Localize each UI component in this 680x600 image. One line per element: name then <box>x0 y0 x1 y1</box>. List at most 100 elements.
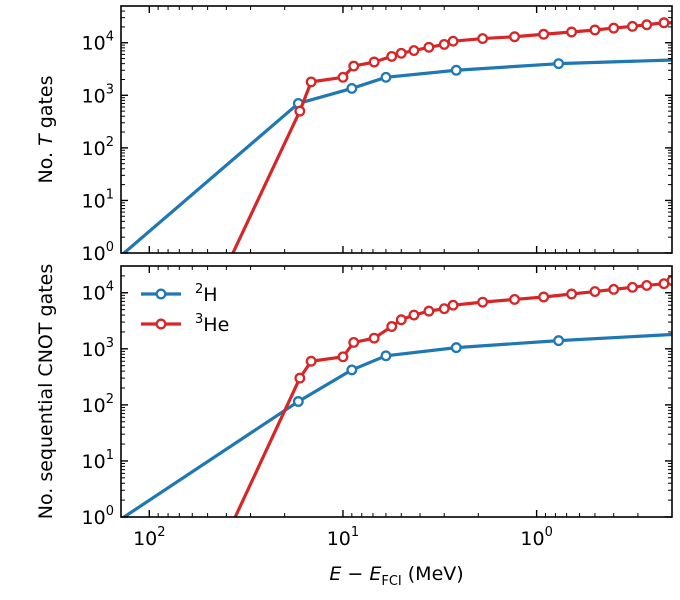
top-y-axis-label: No. T gates <box>35 76 57 184</box>
xtick-exponent: 1 <box>351 525 359 540</box>
top-marker-3he-6 <box>395 47 407 59</box>
bottom-x-axis-label: E − EFCI (MeV) <box>329 563 463 589</box>
top-marker-3he-17 <box>627 20 638 32</box>
bottom-marker-3he-6 <box>395 314 407 326</box>
xlabel-suffix: (MeV) <box>402 563 464 585</box>
bottom-marker-2h-2 <box>380 350 392 362</box>
ylabel-prefix: No. <box>35 146 57 184</box>
top-ytick-label: 102 <box>82 135 114 160</box>
bottom-marker-3he-17 <box>627 281 638 293</box>
top-ytick-label: 104 <box>82 30 114 55</box>
ytick-base: 10 <box>82 138 106 160</box>
bottom-marker-2h-3 <box>450 342 462 354</box>
bottom-marker-2h-0 <box>292 396 304 407</box>
bottom-y-axis-label: No. sequential CNOT gates <box>35 264 57 520</box>
legend-marker-h <box>155 288 167 300</box>
top-series-line-3he <box>231 21 672 253</box>
top-marker-3he-1 <box>305 76 317 88</box>
top-marker-3he-13 <box>538 28 550 40</box>
top-marker-3he-16 <box>608 22 620 34</box>
top-ytick-label: 100 <box>82 240 114 265</box>
legend-label-h: 2H <box>195 282 218 306</box>
ytick-exponent: 3 <box>106 336 114 351</box>
xlabel-subscript: FCI <box>381 574 401 589</box>
ytick-base: 10 <box>82 451 106 473</box>
top-marker-3he-3 <box>348 60 360 72</box>
legend-text: He <box>203 314 229 336</box>
top-marker-3he-2 <box>337 71 349 83</box>
xlabel-text: − <box>341 563 369 585</box>
legend-superscript: 3 <box>195 312 203 327</box>
bottom-ytick-label: 102 <box>82 392 114 417</box>
top-marker-2h-4 <box>553 58 565 70</box>
top-marker-3he-19 <box>658 17 670 29</box>
legend-marker-he <box>155 318 167 330</box>
bottom-xtick-label: 101 <box>327 525 359 550</box>
ytick-exponent: 2 <box>106 392 114 407</box>
ytick-base: 10 <box>82 190 106 212</box>
top-plot-area <box>123 17 672 253</box>
ytick-base: 10 <box>82 395 106 417</box>
top-marker-3he-0 <box>294 105 306 117</box>
bottom-marker-3he-7 <box>408 309 420 321</box>
ytick-exponent: 0 <box>106 504 114 519</box>
xtick-exponent: 2 <box>157 525 165 540</box>
xtick-base: 10 <box>133 528 157 550</box>
bottom-marker-3he-8 <box>423 305 435 317</box>
ytick-base: 10 <box>82 507 106 529</box>
top-ytick-label: 103 <box>82 82 114 107</box>
bottom-marker-3he-16 <box>608 283 620 295</box>
bottom-marker-3he-11 <box>477 296 489 308</box>
top-marker-2h-3 <box>450 64 462 76</box>
bottom-marker-2h-4 <box>553 335 565 347</box>
bottom-marker-3he-18 <box>641 279 653 291</box>
bottom-plot-area <box>123 275 672 517</box>
ytick-base: 10 <box>82 283 106 305</box>
ytick-base: 10 <box>82 339 106 361</box>
ylabel-suffix: gates <box>35 76 57 135</box>
bottom-ytick-label: 100 <box>82 504 114 529</box>
bottom-marker-3he-13 <box>538 291 550 303</box>
bottom-marker-3he-2 <box>337 351 349 363</box>
bottom-series-line-2h <box>123 332 672 517</box>
bottom-ytick-label: 104 <box>82 280 114 305</box>
xtick-exponent: 0 <box>545 525 553 540</box>
bottom-marker-3he-15 <box>589 286 601 298</box>
ytick-base: 10 <box>82 33 106 55</box>
xlabel-symbol: E <box>369 563 381 585</box>
bottom-marker-3he-3 <box>348 336 360 348</box>
bottom-marker-3he-4 <box>368 332 380 344</box>
bottom-ytick-label: 101 <box>82 448 114 473</box>
top-ytick-label: 101 <box>82 187 114 212</box>
ytick-base: 10 <box>82 85 106 107</box>
ytick-exponent: 1 <box>106 448 114 463</box>
legend-superscript: 2 <box>195 282 203 297</box>
legend-text: H <box>203 284 217 306</box>
top-marker-3he-8 <box>423 41 435 53</box>
bottom-marker-3he-10 <box>447 299 459 311</box>
bottom-marker-3he-12 <box>509 293 521 305</box>
top-marker-3he-15 <box>589 24 601 36</box>
ylabel-italic: T <box>35 133 57 146</box>
bottom-xtick-label: 100 <box>520 525 552 550</box>
xtick-base: 10 <box>520 528 544 550</box>
ytick-base: 10 <box>82 243 106 265</box>
top-marker-3he-9 <box>438 38 450 50</box>
legend-label-he: 3He <box>195 312 229 336</box>
bottom-marker-3he-9 <box>438 303 450 315</box>
top-marker-2h-1 <box>346 82 358 94</box>
ytick-exponent: 4 <box>106 30 114 45</box>
ytick-exponent: 0 <box>106 240 114 255</box>
top-marker-3he-10 <box>447 35 459 47</box>
bottom-axes-frame <box>120 265 673 518</box>
bottom-marker-3he-0 <box>294 372 306 384</box>
top-marker-3he-11 <box>477 33 489 45</box>
top-marker-3he-5 <box>386 50 398 62</box>
top-series-line-2h <box>123 58 672 253</box>
top-marker-3he-7 <box>408 45 420 57</box>
ytick-exponent: 1 <box>106 187 114 202</box>
